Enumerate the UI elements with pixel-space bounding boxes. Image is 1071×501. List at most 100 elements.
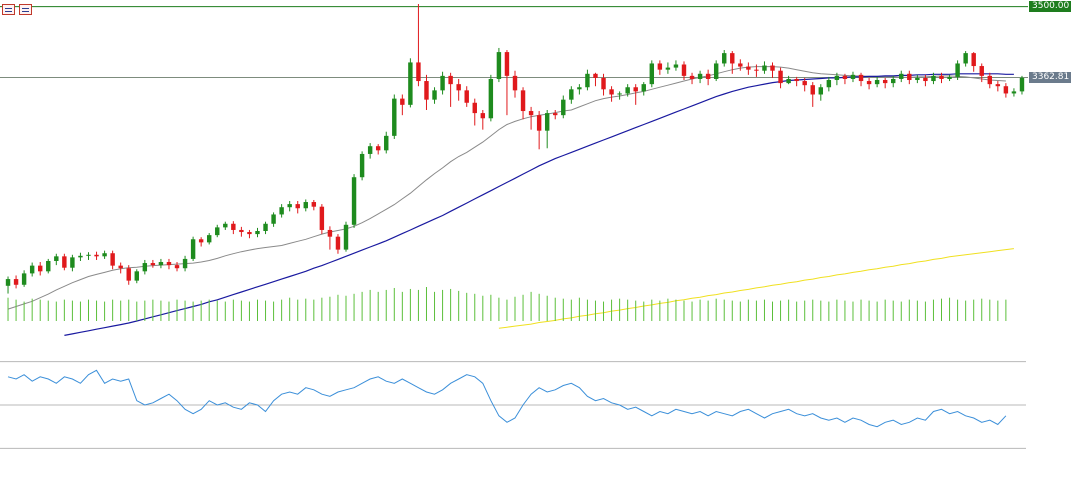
candle-body	[247, 232, 252, 235]
candle	[1003, 83, 1009, 98]
candle-body	[899, 73, 904, 79]
candle-body	[432, 90, 437, 100]
candle	[794, 76, 799, 87]
candle	[215, 224, 220, 238]
candle-body	[810, 85, 815, 95]
candle	[287, 201, 292, 212]
candle-body	[21, 273, 27, 285]
candle-body	[29, 265, 35, 274]
candle-body	[255, 230, 260, 235]
candle-body	[697, 73, 703, 79]
candle-body	[923, 77, 928, 82]
candle-body	[263, 223, 268, 231]
candle	[464, 86, 469, 107]
candle	[697, 70, 703, 84]
candle-body	[158, 262, 164, 266]
candle	[343, 221, 349, 252]
candle-body	[641, 84, 646, 92]
candle	[311, 199, 317, 211]
candle	[826, 76, 832, 92]
candle-body	[915, 77, 920, 81]
candle-body	[335, 236, 341, 250]
candle-body	[198, 239, 204, 243]
candle-body	[979, 66, 984, 76]
candle-body	[931, 75, 936, 82]
candle	[1019, 75, 1025, 95]
candle-body	[327, 229, 333, 237]
candle-body	[512, 75, 518, 91]
candle	[239, 226, 244, 237]
candle-body	[1011, 91, 1017, 94]
candle-body	[408, 62, 413, 105]
candle-body	[730, 53, 735, 64]
candle-body	[987, 75, 993, 85]
candle	[384, 131, 389, 154]
candle-body	[858, 74, 864, 82]
candle	[762, 61, 767, 74]
candle	[971, 52, 976, 72]
candle-body	[657, 63, 663, 70]
candle	[528, 106, 534, 130]
candle-body	[705, 73, 711, 79]
candle-body	[448, 75, 453, 85]
candle-body	[794, 78, 799, 82]
candle	[601, 73, 606, 96]
candle-body	[609, 89, 614, 95]
candle	[882, 77, 888, 89]
candle	[400, 94, 405, 116]
candle-body	[826, 80, 832, 88]
candle	[834, 72, 840, 86]
candle	[786, 75, 791, 85]
candle-body	[223, 223, 228, 228]
candle	[641, 82, 646, 96]
candle-body	[5, 279, 11, 286]
candle-body	[271, 214, 276, 224]
candle	[987, 72, 993, 89]
candle	[907, 70, 912, 85]
candle	[70, 254, 75, 272]
candle-body	[239, 229, 244, 233]
candle	[810, 82, 815, 107]
candle	[625, 84, 630, 97]
candle	[37, 262, 43, 276]
candle-body	[174, 265, 180, 269]
candle	[609, 86, 614, 102]
candle	[86, 252, 91, 260]
candle	[110, 250, 115, 270]
candle	[617, 91, 622, 100]
candle-body	[939, 75, 944, 79]
candle	[263, 221, 268, 235]
candle	[359, 151, 365, 181]
candle	[126, 265, 131, 285]
candle	[54, 253, 59, 266]
candle-body	[955, 63, 960, 77]
candle	[392, 94, 397, 139]
candle	[174, 262, 180, 272]
candle	[190, 236, 196, 261]
candle-body	[842, 75, 848, 79]
ma-slow-line	[64, 73, 1014, 336]
candle	[440, 71, 445, 95]
candle	[166, 258, 172, 270]
candle-body	[553, 113, 558, 116]
candle-body	[190, 239, 196, 259]
candle	[923, 74, 928, 87]
candle-body	[416, 62, 421, 82]
candle-body	[343, 224, 349, 250]
candle	[206, 233, 212, 245]
candle-body	[37, 265, 43, 272]
candle	[931, 72, 936, 85]
candle-body	[480, 113, 486, 119]
candle	[134, 269, 139, 284]
candle-body	[850, 74, 856, 79]
chart-settings-icon[interactable]	[19, 4, 32, 15]
candle-body	[665, 67, 671, 70]
candle-body	[625, 87, 630, 94]
candle-body	[311, 202, 317, 207]
candle-body	[142, 263, 148, 272]
candle	[416, 4, 421, 87]
chart-list-icon[interactable]	[2, 4, 15, 15]
candle	[488, 74, 494, 122]
candle-body	[561, 99, 566, 116]
